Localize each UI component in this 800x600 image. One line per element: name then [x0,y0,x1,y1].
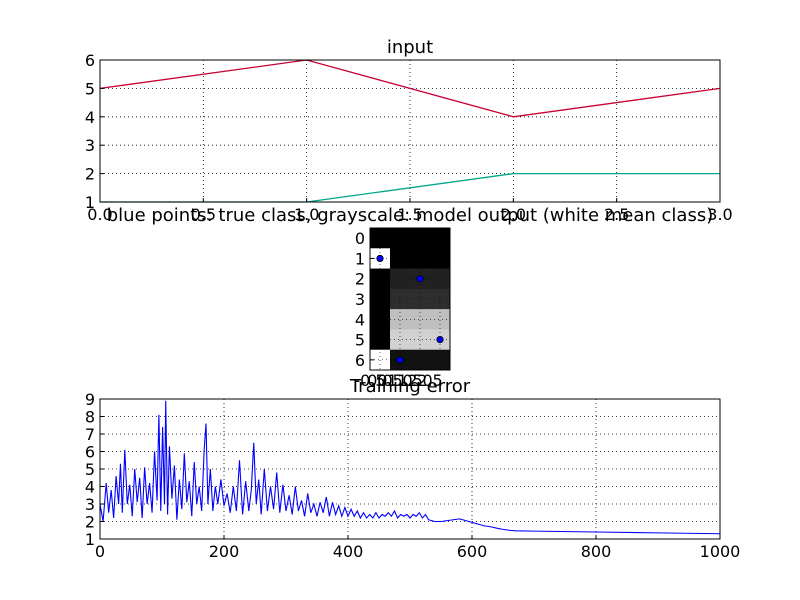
heatmap-cell [390,309,411,330]
heatmap-xtick-label: 2.0 [407,371,432,390]
heatmap-cell [370,288,391,310]
input-xtick-label: 2.0 [501,205,526,224]
training-error-series-line [99,400,721,535]
input-ytick-label: 3 [85,136,95,155]
heatmap-cell [410,288,431,310]
heatmap-true-class-point [376,254,384,263]
heatmap-true-class-point [396,356,404,364]
input-ytick-label: 2 [85,165,95,184]
heatmap-xtick-label: 0.0 [367,371,392,390]
heatmap-cell [390,228,411,249]
training-error-ytick-label: 9 [85,390,95,409]
input-ytick-label: 1 [85,193,95,212]
input-ytick-label: 6 [85,51,95,70]
training-error-series [99,400,721,535]
training-error-ytick-label: 1 [85,530,95,549]
training-error-title: Training error [349,376,471,397]
heatmap-xtick-label: -0.5 [354,371,385,390]
heatmap-points [376,254,444,364]
input-xtick-label: 0.0 [87,205,112,224]
training-error-xtick-label: 200 [209,542,240,561]
heatmap-title: blue points: true class, grayscale: mode… [107,205,714,226]
training-error-xtick-label: 800 [581,542,612,561]
heatmap-cell [370,268,391,290]
heatmap-ytick-label: 3 [355,290,365,309]
input-xtick-label: 1.5 [397,205,422,224]
training-error-ytick-label: 5 [85,460,95,479]
heatmap-xtick-label: 1.5 [397,371,422,390]
heatmap-cell [390,248,411,269]
heatmap-cell [430,268,451,290]
heatmap-xtick-label: 0.5 [377,371,402,390]
heatmap-cell [430,228,451,249]
heatmap-cell [410,329,431,351]
heatmap-cell [410,228,431,249]
input-title: input [387,37,433,58]
training-error-ytick-label: 4 [85,478,95,497]
heatmap-cell [430,288,451,310]
heatmap-ytick-label: 5 [355,331,365,350]
input-ytick-label: 5 [85,79,95,98]
heatmap-ytick-label: 2 [355,270,365,289]
training-error-xtick-label: 400 [333,542,364,561]
input-xtick-label: 0.5 [191,205,216,224]
input-series-line-1 [99,59,721,118]
heatmap-cell [390,268,411,290]
heatmap-cell [370,228,391,249]
training-error-ytick-label: 8 [85,408,95,427]
heatmap-xtick-label: 2.5 [417,371,442,390]
heatmap-cells [370,228,451,371]
heatmap-cell [430,309,451,330]
heatmap-ytick-label: 0 [355,229,365,248]
heatmap-ytick-label: 1 [355,249,365,268]
heatmap-true-class-point [436,335,444,344]
input-xtick-label: 1.0 [294,205,319,224]
heatmap-cell [410,248,431,269]
heatmap-true-class-point [416,275,424,283]
input-panel: 0.0 0.5 1.0 1.5 2.0 2.5 3.0 1 2 3 4 5 6 input [85,37,733,224]
heatmap-cell [370,329,391,351]
input-xtick-label: 2.5 [604,205,629,224]
heatmap-cell [390,288,411,310]
heatmap-cell [430,248,451,269]
input-ytick-label: 4 [85,108,95,127]
training-error-ytick-label: 2 [85,513,95,532]
heatmap-ticks: 01 234 56-0.50.00.51.01.52.02.5 [354,229,442,390]
training-error-xtick-label: 1000 [700,542,741,561]
heatmap-ytick-label: 6 [355,351,365,370]
training-error-ytick-label: 3 [85,495,95,514]
training-error-ytick-label: 7 [85,425,95,444]
input-ticks: 0.0 0.5 1.0 1.5 2.0 2.5 3.0 1 2 3 4 5 6 [85,51,733,224]
input-xtick-label: 3.0 [707,205,732,224]
training-error-ytick-label: 6 [85,443,95,462]
heatmap-cell [390,329,411,351]
heatmap-cell [410,309,431,330]
heatmap-cell [370,309,391,330]
training-error-xtick-label: 0 [95,542,105,561]
training-error-xtick-label: 600 [457,542,488,561]
heatmap-ytick-label: 4 [355,310,365,329]
heatmap-xtick-label: 1.0 [387,371,412,390]
